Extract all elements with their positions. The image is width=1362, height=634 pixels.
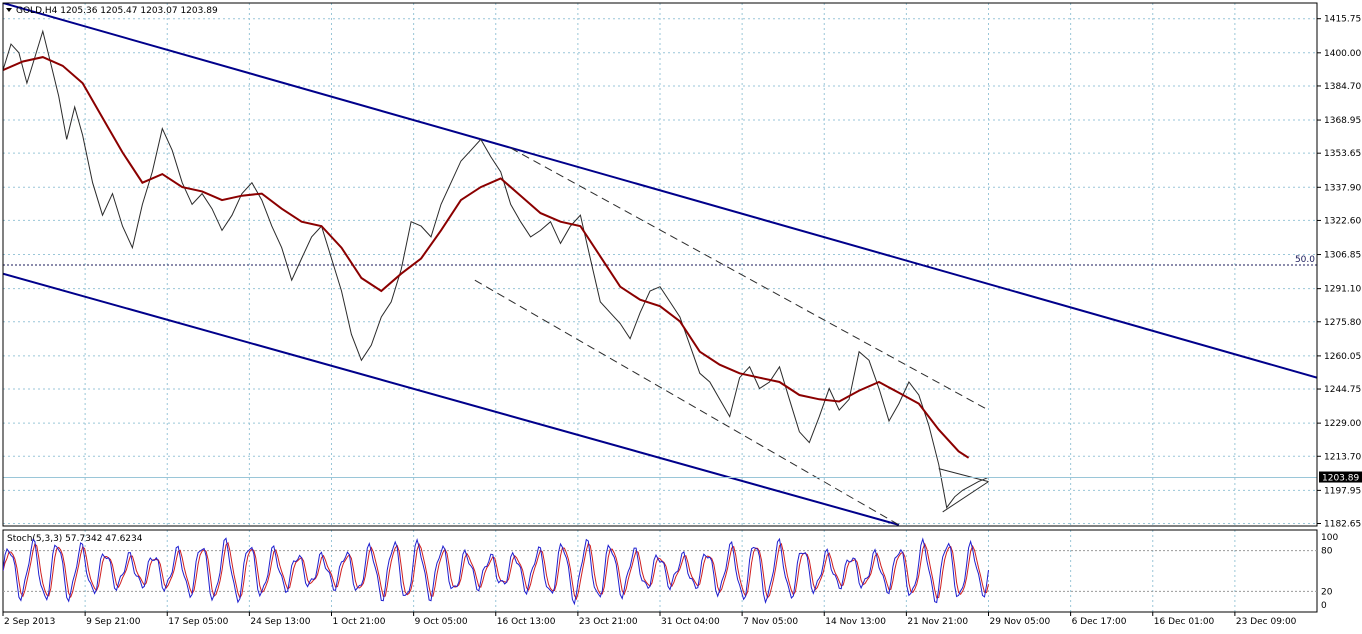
x-tick-label: 14 Nov 13:00	[825, 617, 886, 627]
y-tick-label: 1260.05	[1324, 352, 1361, 362]
moving-average-line	[3, 56, 970, 459]
y-tick-label: 1182.65	[1324, 520, 1361, 530]
x-tick-label: 21 Nov 21:00	[907, 617, 968, 627]
stochastic-label: Stoch(5,3,3) 57.7342 47.6234	[7, 534, 143, 544]
x-tick-label: 2 Sep 2013	[4, 617, 55, 627]
x-tick-label: 9 Sep 21:00	[86, 617, 141, 627]
main-grid	[3, 3, 1317, 526]
y-tick-label: 1275.80	[1324, 318, 1361, 328]
x-tick-label: 17 Sep 05:00	[168, 617, 228, 627]
y-tick-label: 1197.95	[1324, 486, 1361, 496]
x-tick-label: 6 Dec 17:00	[1072, 617, 1127, 627]
x-tick-label: 1 Oct 21:00	[333, 617, 386, 627]
x-tick-label: 16 Dec 01:00	[1154, 617, 1215, 627]
x-tick-label: 31 Oct 04:00	[661, 617, 720, 627]
stochastic-main-line	[3, 537, 989, 606]
main-plot-frame	[2, 2, 1318, 527]
stochastic-tick-label: 80	[1321, 547, 1333, 557]
y-tick-label: 1322.60	[1324, 216, 1361, 226]
fib-50-level-label: 50.0	[1295, 255, 1315, 265]
y-tick-label: 1306.85	[1324, 251, 1361, 261]
stochastic-tick-label: 0	[1321, 601, 1327, 611]
y-tick-label: 1337.90	[1324, 183, 1361, 193]
y-tick-label: 1400.00	[1324, 49, 1361, 59]
y-tick-label: 1368.95	[1324, 116, 1361, 126]
stochastic-axis: 100 80 20 0	[1321, 533, 1338, 611]
time-axis: 2 Sep 2013 9 Sep 21:00 17 Sep 05:00 24 Sep …	[2, 612, 1297, 627]
y-tick-label: 1415.75	[1324, 15, 1361, 25]
y-tick-label: 1291.10	[1324, 285, 1361, 295]
x-tick-label: 23 Dec 09:00	[1236, 617, 1297, 627]
x-tick-label: 23 Oct 21:00	[579, 617, 638, 627]
dashed-channel-lower-line	[474, 279, 900, 526]
stochastic-tick-label: 100	[1321, 533, 1338, 543]
current-price-value: 1203.89	[1322, 474, 1359, 484]
stochastic-tick-label: 20	[1321, 587, 1333, 597]
y-tick-label: 1353.65	[1324, 149, 1361, 159]
x-tick-label: 16 Oct 13:00	[497, 617, 556, 627]
price-series-line	[3, 29, 989, 509]
y-tick-label: 1213.70	[1324, 452, 1361, 462]
price-axis: 1415.75 1400.00 1384.70 1368.95 1353.65 1337.…	[1317, 15, 1361, 530]
y-tick-label: 1384.70	[1324, 82, 1361, 92]
x-tick-label: 9 Oct 05:00	[415, 617, 468, 627]
channel-upper-line	[3, 3, 1317, 379]
trend-channel	[3, 3, 1317, 526]
x-tick-label: 7 Nov 05:00	[743, 617, 798, 627]
channel-lower-line	[3, 272, 900, 526]
triangle-top-line	[938, 468, 989, 483]
stochastic-panel: Stoch(5,3,3) 57.7342 47.6234 100 80 20 0	[3, 533, 1338, 611]
current-price-box	[1319, 471, 1362, 483]
chart-title: GOLD,H4 1205.36 1205.47 1203.07 1203.89	[16, 6, 218, 16]
chart-header: GOLD,H4 1205.36 1205.47 1203.07 1203.89	[6, 6, 218, 16]
x-tick-label: 24 Sep 13:00	[250, 617, 310, 627]
y-tick-label: 1244.75	[1324, 385, 1361, 395]
triangle-bottom-line	[942, 481, 989, 513]
stochastic-signal-line	[3, 541, 989, 601]
chevron-down-icon[interactable]	[6, 8, 12, 12]
x-tick-label: 29 Nov 05:00	[990, 617, 1051, 627]
current-price-tag: 1203.89	[1319, 471, 1362, 484]
y-tick-label: 1229.00	[1324, 419, 1361, 429]
